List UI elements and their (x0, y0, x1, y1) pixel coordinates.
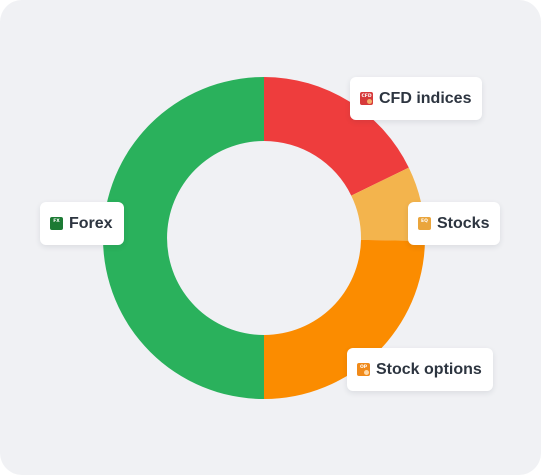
stock-options-label: OP Stock options (347, 348, 493, 391)
donut-slice-cfd-indices (264, 77, 409, 196)
donut-slice-stocks (351, 167, 426, 242)
cfd-icon: CFD (360, 92, 373, 105)
cfd-indices-label-text: CFD indices (379, 89, 472, 107)
equity-icon: EQ (418, 217, 431, 230)
options-badge-text: OP (359, 365, 368, 370)
stock-options-label-text: Stock options (376, 360, 482, 378)
stocks-label-text: Stocks (437, 214, 490, 232)
donut-slice-forex (103, 77, 264, 399)
forex-label: FX Forex (40, 202, 124, 245)
cfd-indices-label: CFD CFD indices (350, 77, 483, 120)
donut-slice-stock-options (264, 239, 425, 399)
forex-icon: FX (50, 217, 63, 230)
forex-label-text: Forex (69, 214, 113, 232)
stocks-label: EQ Stocks (408, 202, 501, 245)
options-icon: OP (357, 363, 370, 376)
cfd-badge-text: CFD (361, 94, 372, 99)
stocks-badge-text: EQ (421, 219, 428, 224)
forex-badge-text: FX (53, 219, 60, 224)
